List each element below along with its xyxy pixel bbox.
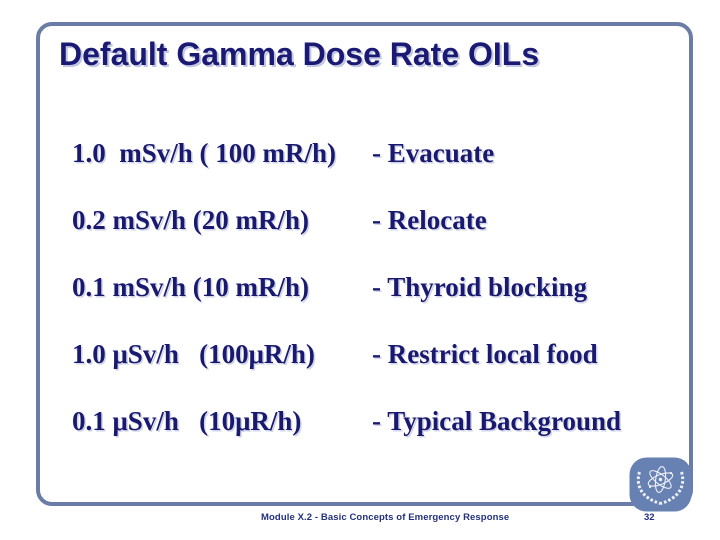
protective-action: - Restrict local food (372, 339, 598, 369)
oil-row: 0.1 mSv/h (10 mR/h) - Thyroid blocking (72, 274, 642, 301)
oil-row: 1.0 mSv/h ( 100 mR/h) - Evacuate (72, 140, 642, 167)
iaea-logo-icon (629, 457, 692, 512)
footer-page-number: 32 (644, 512, 655, 523)
footer-module-text: Module X.2 - Basic Concepts of Emergency… (261, 512, 510, 523)
slide-title: Default Gamma Dose Rate OILs (59, 36, 540, 72)
dose-rate-value: 0.2 mSv/h (20 mR/h) (72, 205, 310, 235)
protective-action: - Typical Background (372, 406, 622, 436)
oil-row: 0.2 mSv/h (20 mR/h) - Relocate (72, 207, 642, 234)
dose-rate-value: 1.0 mSv/h ( 100 mR/h) (72, 138, 337, 168)
dose-rate-value: 0.1 mSv/h (10 mR/h) (72, 272, 310, 302)
oil-list: 1.0 mSv/h ( 100 mR/h) - Evacuate 0.2 mSv… (72, 140, 642, 475)
dose-rate-value: 1.0 μSv/h (100μR/h) (72, 339, 315, 369)
protective-action: - Evacuate (372, 138, 495, 168)
slide-border-frame (36, 22, 693, 506)
oil-row: 1.0 μSv/h (100μR/h) - Restrict local foo… (72, 341, 642, 368)
dose-rate-value: 0.1 μSv/h (10μR/h) (72, 406, 302, 436)
protective-action: - Relocate (372, 205, 487, 235)
protective-action: - Thyroid blocking (372, 272, 588, 302)
oil-row: 0.1 μSv/h (10μR/h) - Typical Background (72, 408, 642, 435)
